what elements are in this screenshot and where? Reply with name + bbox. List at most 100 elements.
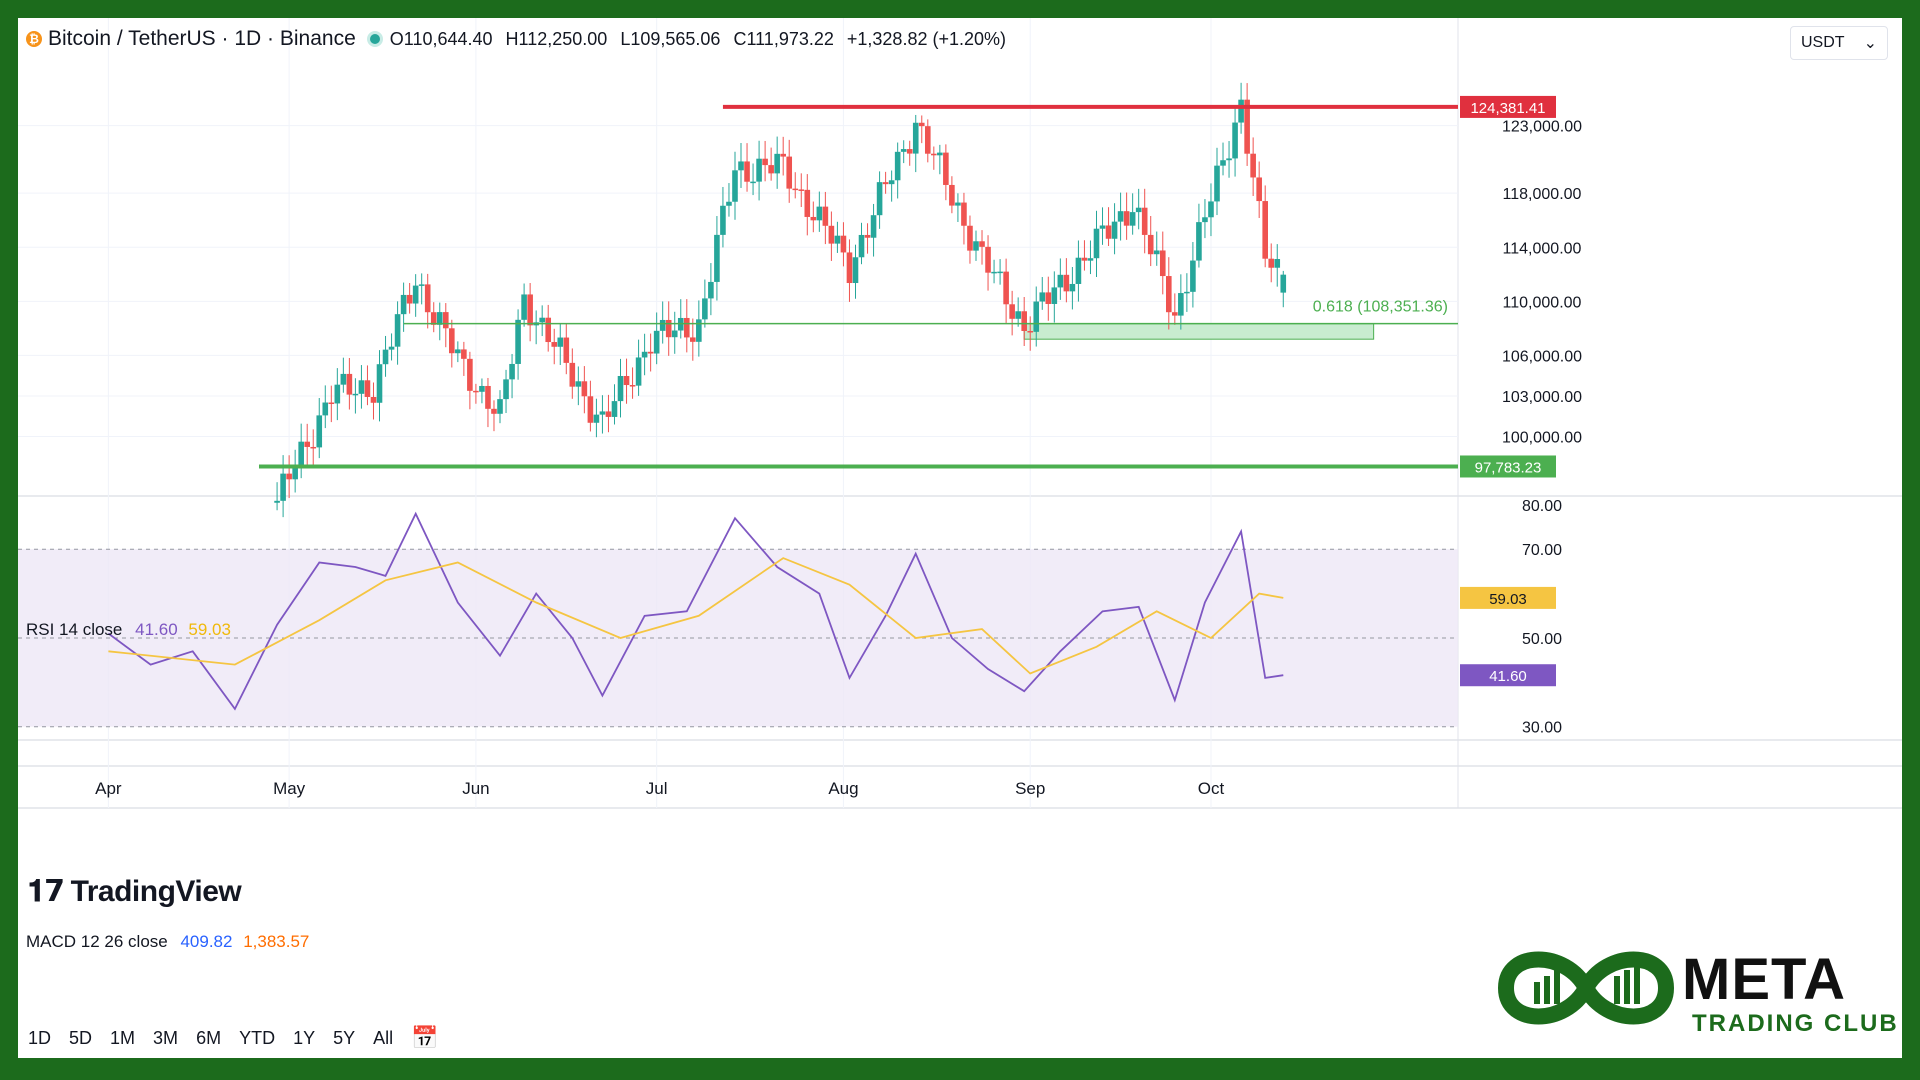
candle-body (593, 414, 600, 423)
rsi-series-line (107, 511, 1284, 711)
candle-body (461, 349, 467, 359)
range-ytd[interactable]: YTD (239, 1027, 276, 1048)
candle-body (1220, 160, 1226, 166)
currency-value: USDT (1801, 34, 1845, 51)
candle-body (937, 152, 943, 156)
candle-body (1244, 99, 1250, 154)
rsi-series-line (108, 557, 1284, 675)
candle-body (792, 188, 799, 191)
candle-body (449, 328, 455, 354)
candle-body (424, 284, 431, 313)
rsi-value-tag (1460, 586, 1556, 609)
level-price-tag (1460, 95, 1556, 118)
chart-canvas[interactable]: Apr May Jun Jul Aug Sep Oct 100,000.00 103,000.0… (18, 18, 1902, 1058)
candle-body (334, 384, 341, 404)
candle-body (732, 170, 738, 202)
candle-body (918, 122, 925, 127)
candle-body (708, 281, 714, 299)
candle-body (521, 294, 527, 320)
candle-body (696, 319, 702, 342)
rsi-ma-value: 59.03 (188, 620, 231, 639)
market-open-indicator (369, 34, 380, 44)
candle-body (1208, 201, 1214, 218)
candle-body (394, 314, 401, 347)
candle-body (370, 396, 377, 403)
y-tick-label: 123,000.00 (1502, 119, 1582, 136)
range-all[interactable]: All (373, 1027, 394, 1048)
candle-body (768, 165, 774, 174)
symbol-title[interactable]: Bitcoin / TetherUS · 1D · Binance (48, 27, 356, 50)
candle-body (575, 381, 582, 387)
candle-body (599, 411, 606, 415)
range-5y[interactable]: 5Y (333, 1027, 356, 1048)
candle-body (280, 473, 286, 501)
candle-body (840, 235, 847, 253)
tradingview-logo[interactable]: 𝟏𝟳 TradingView (28, 874, 242, 909)
x-tick-label: Jun (462, 779, 489, 798)
candle-body (1147, 234, 1154, 255)
fib-zone (1023, 323, 1375, 340)
candle-body (647, 351, 654, 354)
candle-body (1087, 258, 1094, 261)
candle-body (744, 161, 750, 182)
candle-body (473, 390, 479, 393)
candle-body (750, 181, 756, 184)
candle-body (1159, 250, 1166, 277)
candle-body (412, 285, 419, 304)
candle-body (605, 411, 612, 417)
candle-body (623, 375, 630, 386)
candle-body (352, 393, 359, 396)
candle-body (882, 182, 889, 185)
candle-body (509, 363, 515, 380)
candle-body (322, 402, 329, 416)
bitcoin-icon: ₿ (26, 31, 42, 47)
candle-body (979, 241, 985, 247)
candle-body (1214, 165, 1220, 202)
level-price-tag (1460, 455, 1556, 478)
candle-body (563, 337, 570, 363)
candle-body (298, 441, 304, 468)
candle-body (949, 184, 955, 206)
currency-selector[interactable]: USDT ⌄ (1790, 26, 1888, 60)
candle-body (629, 385, 636, 387)
chart-frame: Apr May Jun Jul Aug Sep Oct 100,000.00 103,000.0… (18, 18, 1902, 1058)
rsi-y-tick-label: 70.00 (1522, 542, 1562, 559)
range-1m[interactable]: 1M (110, 1027, 136, 1048)
y-tick-label: 118,000.00 (1503, 186, 1582, 203)
ohlc-values: O110,644.40 H112,250.00 L109,565.06 C111… (390, 29, 1014, 50)
candle-body (1021, 311, 1027, 331)
candle-body (1015, 311, 1021, 319)
candle-body (1039, 292, 1046, 302)
candle-body (515, 319, 521, 364)
candle-body (762, 158, 768, 166)
candle-body (846, 252, 853, 284)
candle-body (1184, 291, 1190, 294)
range-3m[interactable]: 3M (153, 1027, 179, 1048)
y-tick-label: 103,000.00 (1502, 389, 1582, 406)
candle-body (1262, 201, 1268, 259)
range-1d[interactable]: 1D (28, 1027, 52, 1048)
tradingview-wordmark: TradingView (70, 874, 242, 908)
candle-body (858, 234, 865, 258)
candle-body (1117, 211, 1124, 222)
range-1y[interactable]: 1Y (293, 1027, 316, 1048)
candle-body (641, 351, 648, 358)
rsi-y-tick-label: 30.00 (1522, 720, 1562, 737)
candle-body (894, 151, 901, 181)
candle-body (328, 402, 335, 405)
open-value: O110,644.40 (389, 28, 493, 49)
x-tick-label: Sep (1015, 779, 1045, 798)
candle-body (346, 373, 353, 395)
rsi-value-label: 41.60 (1489, 668, 1527, 685)
calendar-icon[interactable]: 📅 (411, 1025, 439, 1050)
rsi-legend[interactable]: RSI 14 close 41.60 59.03 (26, 620, 231, 640)
macd-legend[interactable]: MACD 12 26 close 409.82 1,383.57 (26, 932, 309, 952)
candle-body (967, 225, 973, 251)
candle-body (912, 122, 919, 154)
candle-body (1153, 250, 1160, 255)
range-5d[interactable]: 5D (69, 1027, 93, 1048)
candle-body (1063, 274, 1070, 292)
meta-subtitle: TRADING CLUB (1692, 1010, 1899, 1037)
range-6m[interactable]: 6M (196, 1027, 222, 1048)
high-value: H112,250.00 (505, 28, 608, 49)
